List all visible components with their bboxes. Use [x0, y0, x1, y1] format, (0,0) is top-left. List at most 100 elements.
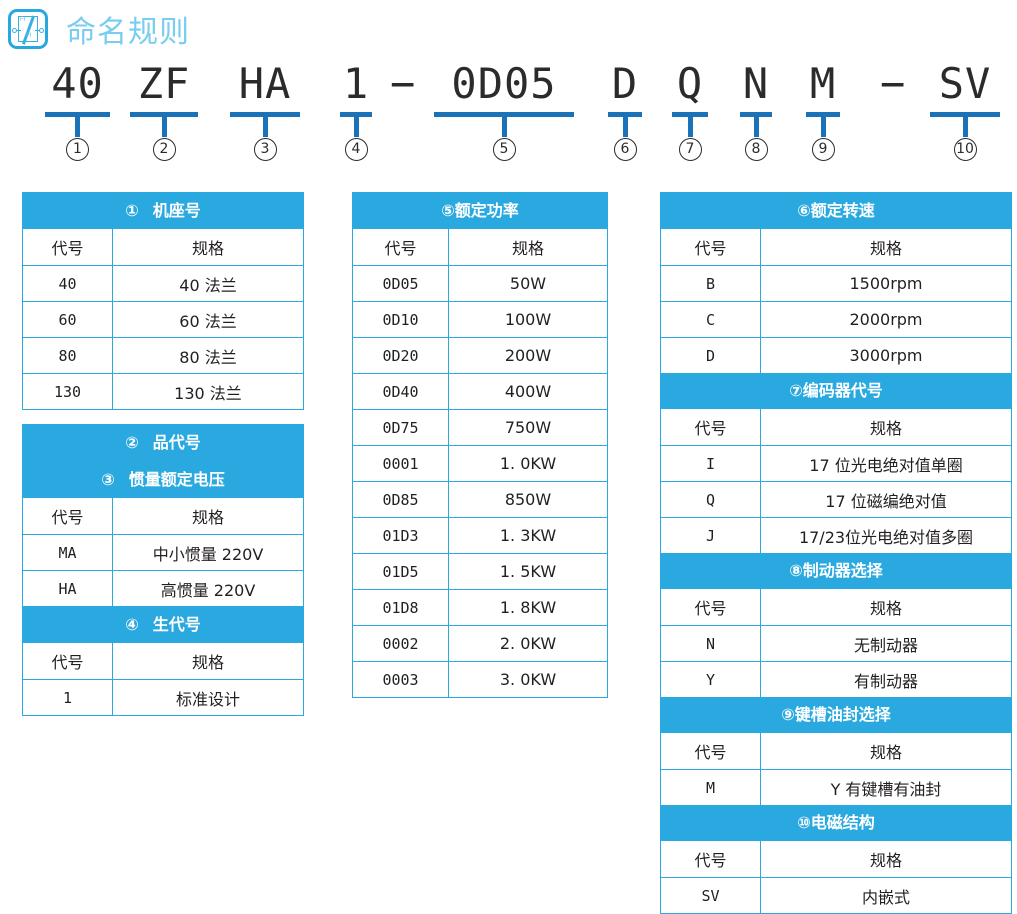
- cell-code: 0D40: [353, 374, 449, 409]
- model-code-leader-line: [820, 117, 826, 137]
- section-title-text: 编码器代号: [802, 381, 883, 400]
- cell-spec: 17/23位光电绝对值多圈: [798, 527, 974, 547]
- column-header-code: 代号: [661, 409, 761, 445]
- model-code-segment-text: 0D05: [451, 59, 557, 108]
- cell-spec: 40 法兰: [179, 275, 237, 295]
- model-code-segment-text: N: [742, 59, 770, 108]
- spec-table-section: ③ 惯量额定电压 代号 规格 MA 中小惯量 220V HA 高惯量 220V: [22, 462, 304, 607]
- model-code-underline: [740, 112, 772, 117]
- table-row: HA 高惯量 220V: [23, 570, 303, 606]
- cell-code: 01D3: [353, 518, 449, 553]
- section-title-text: 额定功率: [454, 201, 519, 220]
- cell-code: J: [661, 518, 761, 553]
- logo-lead-right: [35, 30, 40, 32]
- table-row: 60 60 法兰: [23, 301, 303, 337]
- table-row: N 无制动器: [661, 625, 1011, 661]
- page-header: FI FI 命名规则: [0, 0, 1017, 58]
- cell-code: 40: [23, 266, 113, 301]
- cell-code: 0003: [353, 662, 449, 697]
- section-index-marker: ⑥: [797, 201, 811, 220]
- model-code-segment-text: SV: [938, 59, 992, 108]
- column-header-spec: 规格: [191, 653, 224, 672]
- section-title-text: 键槽油封选择: [794, 705, 891, 724]
- table-row: J 17/23位光电绝对值多圈: [661, 517, 1011, 553]
- cell-spec: 17 位光电绝对值单圈: [809, 455, 963, 475]
- table-row: 01D5 1. 5KW: [353, 553, 607, 589]
- spec-table-section-title: ⑩电磁结构: [661, 805, 1011, 841]
- cell-spec: 400W: [504, 382, 552, 401]
- cell-spec: 50W: [509, 274, 547, 293]
- spec-table-section: ② 品代号: [22, 424, 304, 462]
- table-row: 0003 3. 0KW: [353, 661, 607, 697]
- model-code-underline: [340, 112, 372, 117]
- spec-table-section: ⑩电磁结构 代号 规格 SV 内嵌式: [661, 805, 1011, 913]
- section-title-text: 制动器选择: [802, 561, 883, 580]
- spec-table-column-left: ① 机座号 代号 规格 40 40 法兰 60 60 法兰 80 80 法兰 130 130 法兰 ② 品…: [22, 192, 304, 716]
- model-code-leader-line: [962, 117, 968, 137]
- model-code-leader-line: [75, 117, 80, 137]
- cell-code: 1: [23, 680, 113, 715]
- cell-spec: 80 法兰: [179, 347, 237, 367]
- model-code-index-marker: 1: [66, 138, 89, 161]
- model-code-segment-text: Q: [676, 59, 704, 108]
- cell-spec: 中小惯量 220V: [152, 544, 264, 564]
- table-row: 0001 1. 0KW: [353, 445, 607, 481]
- cell-code: 01D8: [353, 590, 449, 625]
- cell-code: 0D10: [353, 302, 449, 337]
- cell-code: 0D05: [353, 266, 449, 301]
- cell-code: 130: [23, 374, 113, 409]
- cell-spec: Y 有键槽有油封: [830, 779, 942, 799]
- model-code-underline: [45, 112, 110, 117]
- spec-table-section-title: ④ 生代号: [23, 607, 303, 643]
- table-row: 01D8 1. 8KW: [353, 589, 607, 625]
- section-index-marker: ⑧: [789, 561, 803, 580]
- cell-code: MA: [23, 535, 113, 570]
- spec-table-section-title: ⑤额定功率: [353, 193, 607, 229]
- model-code-underline: [130, 112, 198, 117]
- spec-table-section: ⑥额定转速 代号 规格 B 1500rpm C 2000rpm D 3000rpm: [661, 193, 1011, 373]
- cell-spec: 130 法兰: [174, 383, 242, 403]
- model-code-index-marker: 10: [953, 138, 977, 161]
- cell-code: 0D75: [353, 410, 449, 445]
- column-header-spec: 规格: [869, 239, 902, 258]
- cell-code: 0D85: [353, 482, 449, 517]
- table-header-row: 代号 规格: [661, 229, 1011, 265]
- cell-code: M: [661, 770, 761, 805]
- column-header-code: 代号: [661, 229, 761, 265]
- table-row: 130 130 法兰: [23, 373, 303, 409]
- cell-spec: 1. 8KW: [499, 598, 557, 617]
- section-index-marker: ④: [125, 615, 139, 634]
- table-row: MA 中小惯量 220V: [23, 534, 303, 570]
- spec-table-section: ⑨键槽油封选择 代号 规格 M Y 有键槽有油封: [661, 697, 1011, 805]
- spec-table-section: ⑦编码器代号 代号 规格 I 17 位光电绝对值单圈 Q 17 位磁编绝对值 J 17/23位光…: [661, 373, 1011, 553]
- section-title-text: 品代号: [152, 433, 201, 452]
- table-header-row: 代号 规格: [661, 409, 1011, 445]
- cell-code: Y: [661, 662, 761, 697]
- spec-table-section: ④ 生代号 代号 规格 1 标准设计: [22, 607, 304, 716]
- table-row: 0D05 50W: [353, 265, 607, 301]
- model-code-separator: −: [880, 59, 906, 108]
- section-title-text: 电磁结构: [810, 813, 875, 832]
- section-index-marker: ③: [101, 470, 115, 489]
- cell-code: B: [661, 266, 761, 301]
- table-row: 0D10 100W: [353, 301, 607, 337]
- model-code-underline: [608, 112, 642, 117]
- model-code-index-marker: 5: [492, 138, 516, 161]
- model-code-leader-line: [161, 117, 167, 137]
- model-code-segment-1: 40 1: [45, 58, 110, 161]
- table-row: 01D3 1. 3KW: [353, 517, 607, 553]
- table-row: 0D40 400W: [353, 373, 607, 409]
- column-header-spec: 规格: [869, 419, 902, 438]
- section-title-text: 生代号: [152, 615, 201, 634]
- model-code-segment-text: 40: [51, 59, 104, 108]
- cell-spec: 1. 5KW: [499, 562, 557, 581]
- section-index-marker: ⑦: [789, 381, 803, 400]
- model-code-index-marker: 9: [811, 138, 835, 161]
- column-header-code: 代号: [23, 643, 113, 679]
- column-header-code: 代号: [23, 498, 113, 534]
- cell-spec: 17 位磁编绝对值: [825, 491, 947, 511]
- model-code-segment-2: ZF 2: [130, 58, 198, 161]
